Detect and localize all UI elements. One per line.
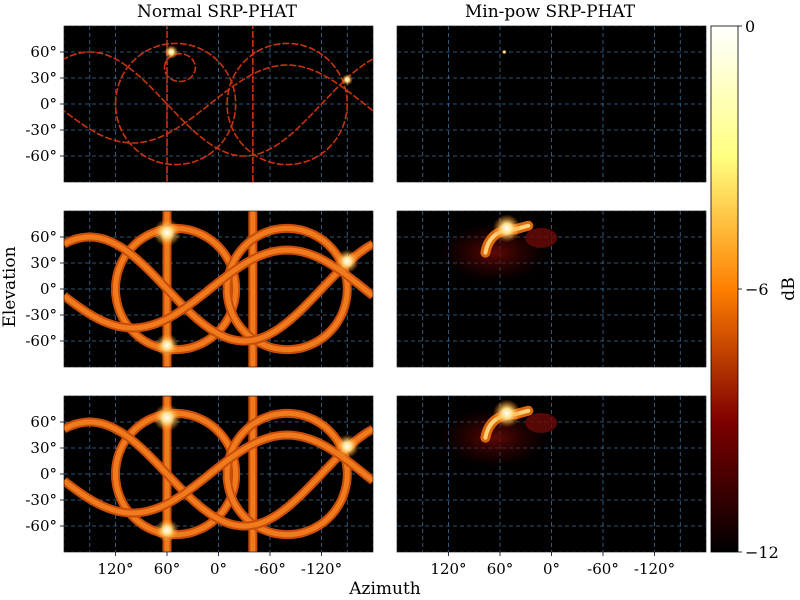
peak-marker xyxy=(155,518,179,543)
heatmap-panel xyxy=(396,25,707,183)
peak-marker xyxy=(335,249,360,274)
y-tick-label: 30° xyxy=(30,254,57,272)
y-tick-label: 0° xyxy=(40,95,57,113)
y-tick-label: -60° xyxy=(25,332,57,350)
heatmap-panel: 120° 60° 0° -60° -120° xyxy=(396,395,707,578)
y-tick-label: -30° xyxy=(25,306,57,324)
panel-frame xyxy=(396,25,707,183)
colorbar-gradient xyxy=(710,25,739,553)
panels: 60° 30° 0° -30° -60° 60° 30° 0° -30° -60° 60° 30° 0°… xyxy=(25,25,707,578)
peak-marker xyxy=(501,49,507,55)
panel-content xyxy=(64,26,373,182)
sidelobe-haze xyxy=(438,222,549,283)
peak-marker xyxy=(335,434,360,459)
panel-frame xyxy=(396,210,707,368)
colorbar-tick-label: 0 xyxy=(745,17,755,36)
panel-content xyxy=(397,211,706,367)
peak-marker xyxy=(153,403,181,432)
y-tick-label: 60° xyxy=(30,228,57,246)
y-tick-label: -30° xyxy=(25,121,57,139)
y-tick-label: -30° xyxy=(25,491,57,509)
x-tick-label: -60° xyxy=(587,560,619,578)
colorbar: 0 −6 −12 dB xyxy=(710,17,799,562)
x-tick-label: -60° xyxy=(254,560,286,578)
response-curve xyxy=(64,64,373,144)
peak-marker xyxy=(492,399,521,428)
y-axis-label: Elevation xyxy=(0,246,20,327)
heatmap-panel: 60° 30° 0° -30° -60° 120° 60° 0° -60° -120° xyxy=(25,395,374,578)
peak-marker xyxy=(153,218,181,247)
peak-marker xyxy=(164,45,179,59)
y-tick-label: 0° xyxy=(40,280,57,298)
peak-marker xyxy=(341,74,353,86)
x-tick-label: 60° xyxy=(154,560,181,578)
column-title-normal: Normal SRP-PHAT xyxy=(137,2,298,22)
panel-content xyxy=(64,211,373,367)
response-curve xyxy=(64,419,373,529)
y-tick-label: 60° xyxy=(30,43,57,61)
response-curve xyxy=(64,247,373,331)
response-curve xyxy=(64,432,373,516)
x-tick-label: 0° xyxy=(210,560,227,578)
heatmap-panel: 60° 30° 0° -30° -60° xyxy=(25,210,374,368)
x-axis-label: Azimuth xyxy=(348,579,421,599)
response-curve xyxy=(114,42,237,166)
column-title-minpow: Min-pow SRP-PHAT xyxy=(465,2,636,22)
peak-marker xyxy=(492,214,521,243)
sidelobe-haze xyxy=(438,407,549,468)
y-tick-label: -60° xyxy=(25,517,57,535)
y-tick-label: 0° xyxy=(40,465,57,483)
panel-content xyxy=(64,396,373,552)
x-tick-label: 0° xyxy=(543,560,560,578)
x-tick-label: 60° xyxy=(487,560,514,578)
x-tick-label: -120° xyxy=(301,560,342,578)
x-tick-label: 120° xyxy=(430,560,466,578)
response-curve xyxy=(113,225,239,353)
y-tick-label: 30° xyxy=(30,439,57,457)
panel-content xyxy=(397,396,706,552)
response-curve xyxy=(64,234,373,344)
response-curve xyxy=(226,42,349,166)
panel-content xyxy=(397,26,706,182)
heatmap-panel xyxy=(396,210,707,368)
y-tick-label: 30° xyxy=(30,69,57,87)
response-curve xyxy=(64,51,373,157)
peak-marker xyxy=(155,333,179,358)
colorbar-tick-label: −6 xyxy=(745,280,769,299)
response-curve xyxy=(113,410,239,538)
heatmap-panel: 60° 30° 0° -30° -60° xyxy=(25,25,374,183)
sidelobe-spot xyxy=(525,227,558,248)
colorbar-tick-label: −12 xyxy=(745,543,779,562)
colorbar-ticks: 0 −6 −12 xyxy=(738,17,779,562)
y-tick-label: -60° xyxy=(25,147,57,165)
y-tick-label: 60° xyxy=(30,413,57,431)
x-tick-label: -120° xyxy=(634,560,675,578)
colorbar-label: dB xyxy=(779,277,799,300)
x-tick-label: 120° xyxy=(97,560,133,578)
sidelobe-spot xyxy=(525,412,558,433)
